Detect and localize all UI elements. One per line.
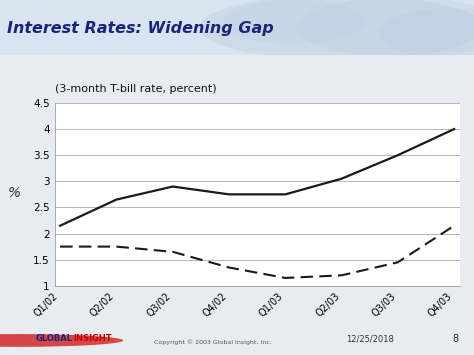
Text: INSIGHT: INSIGHT bbox=[73, 334, 112, 344]
Circle shape bbox=[0, 334, 123, 347]
Ellipse shape bbox=[199, 0, 474, 61]
Text: (3-month T-bill rate, percent): (3-month T-bill rate, percent) bbox=[55, 84, 216, 94]
Ellipse shape bbox=[379, 8, 474, 58]
Text: 12/25/2018: 12/25/2018 bbox=[346, 334, 394, 344]
Ellipse shape bbox=[296, 0, 474, 58]
Text: %: % bbox=[8, 186, 21, 201]
Text: 8: 8 bbox=[452, 334, 458, 344]
Text: Copyright © 2003 Global Insight, Inc.: Copyright © 2003 Global Insight, Inc. bbox=[155, 339, 272, 345]
Text: Interest Rates: Widening Gap: Interest Rates: Widening Gap bbox=[7, 21, 274, 36]
Ellipse shape bbox=[223, 0, 365, 44]
Text: GLOBAL: GLOBAL bbox=[36, 334, 73, 344]
